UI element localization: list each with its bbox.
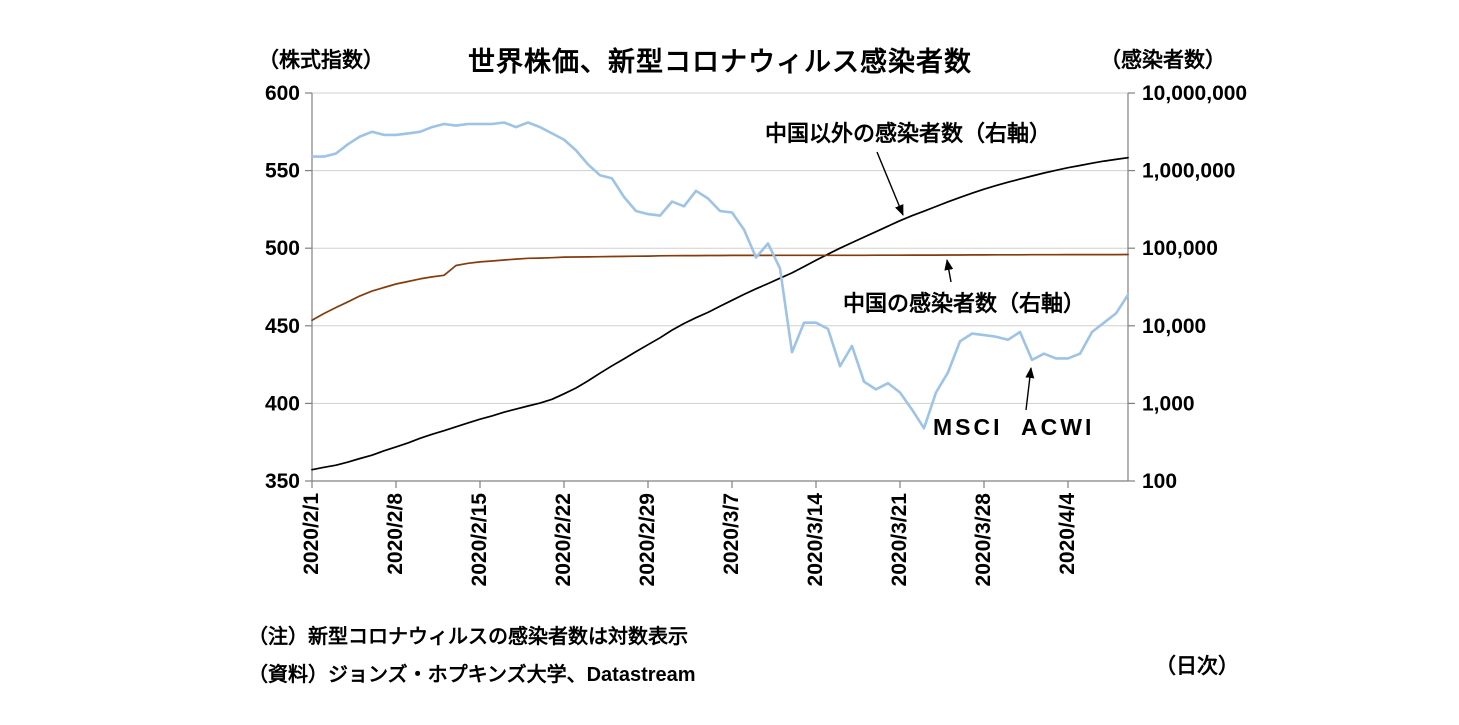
right-axis-tick-label: 1,000,000 bbox=[1142, 160, 1235, 183]
right-axis-unit-label: （感染者数） bbox=[1100, 49, 1226, 72]
left-axis-tick-label: 450 bbox=[265, 315, 300, 338]
x-axis-tick-label: 2020/4/4 bbox=[1056, 493, 1079, 575]
note-source: （資料）ジョンズ・ホプキンズ大学、Datastream bbox=[248, 664, 696, 686]
chart-title: 世界株価、新型コロナウィルス感染者数 bbox=[468, 47, 972, 77]
right-axis-tick-label: 10,000 bbox=[1142, 315, 1206, 338]
annotation-outside-china-label: 中国以外の感染者数（右軸） bbox=[765, 121, 1052, 146]
series-line bbox=[311, 253, 1129, 322]
annotation-arrow bbox=[876, 151, 904, 216]
left-axis-unit-label: （株式指数） bbox=[258, 49, 384, 72]
annotation-msci-label: MSCI ACWI bbox=[933, 414, 1095, 440]
left-axis-tick-label: 400 bbox=[265, 392, 300, 415]
x-axis-tick-label: 2020/2/15 bbox=[468, 493, 491, 587]
x-axis-tick-label: 2020/3/28 bbox=[972, 493, 995, 587]
right-axis-tick-label: 1,000 bbox=[1142, 392, 1195, 415]
series-line bbox=[310, 121, 1130, 430]
x-axis-tick-label: 2020/3/21 bbox=[888, 493, 911, 587]
annotation-arrow bbox=[944, 259, 954, 283]
left-axis-tick-label: 600 bbox=[265, 82, 300, 105]
left-axis-tick-label: 350 bbox=[265, 470, 300, 493]
annotation-china-label: 中国の感染者数（右軸） bbox=[843, 291, 1086, 316]
left-axis-tick-label: 500 bbox=[265, 237, 300, 260]
x-axis-tick-label: 2020/3/7 bbox=[720, 493, 743, 575]
x-axis-tick-label: 2020/2/29 bbox=[636, 493, 659, 586]
frequency-label: （日次） bbox=[1155, 655, 1239, 678]
annotation-arrow bbox=[1025, 367, 1035, 411]
series-line bbox=[311, 156, 1129, 471]
right-axis-tick-label: 100 bbox=[1142, 470, 1177, 493]
right-axis-tick-label: 10,000,000 bbox=[1142, 82, 1247, 105]
x-axis-tick-label: 2020/2/8 bbox=[384, 493, 407, 575]
right-axis-tick-label: 100,000 bbox=[1142, 237, 1218, 260]
note-log-scale: （注）新型コロナウィルスの感染者数は対数表示 bbox=[248, 626, 688, 648]
x-axis-tick-label: 2020/2/1 bbox=[300, 493, 323, 575]
left-axis-tick-label: 550 bbox=[265, 160, 300, 183]
x-axis-tick-label: 2020/3/14 bbox=[804, 493, 827, 587]
x-axis-tick-label: 2020/2/22 bbox=[552, 493, 575, 586]
